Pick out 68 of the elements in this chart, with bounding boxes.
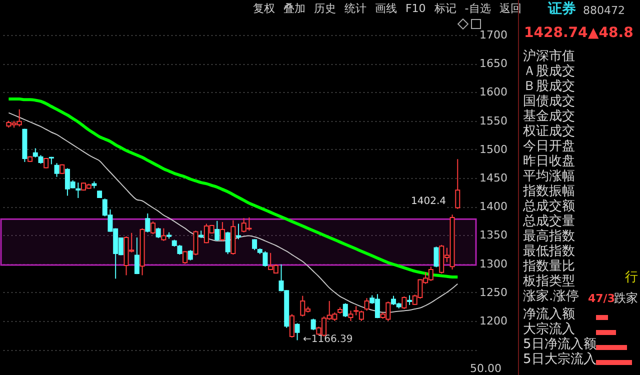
candlestick bbox=[342, 302, 348, 318]
y-tick-label: 1400 bbox=[479, 200, 508, 214]
text: 平均涨幅 bbox=[523, 169, 575, 184]
text: 大宗流入 bbox=[523, 322, 575, 337]
text: 权证成交 bbox=[523, 124, 575, 139]
candlestick bbox=[214, 220, 220, 242]
y-tick-label: 1600 bbox=[479, 86, 508, 99]
text: 1428.74 bbox=[524, 25, 588, 41]
y-tick-label: 1700 bbox=[479, 28, 508, 42]
candlestick bbox=[220, 222, 225, 242]
text: 基金成交 bbox=[523, 109, 575, 124]
text: Ｂ股成交 bbox=[523, 79, 575, 94]
candlestick bbox=[145, 212, 150, 233]
y-tick-label: 1450 bbox=[479, 171, 508, 184]
candlestick bbox=[188, 250, 193, 261]
candlestick bbox=[225, 231, 230, 255]
candlestick bbox=[348, 310, 354, 322]
text: 50.00 bbox=[470, 362, 502, 375]
text: 涨家.涨停 bbox=[523, 289, 580, 304]
text: 行 bbox=[625, 270, 638, 285]
text: 国债成交 bbox=[523, 94, 575, 109]
candlestick bbox=[310, 318, 316, 331]
y-tick-label: 1300 bbox=[479, 257, 508, 270]
candlestick bbox=[434, 246, 439, 268]
candlestick bbox=[364, 298, 370, 312]
candlestick bbox=[134, 236, 140, 275]
text: 5日大宗流入 bbox=[523, 352, 596, 367]
text: 板指类型 bbox=[523, 274, 575, 289]
text: 跌家 bbox=[614, 291, 638, 305]
text: 沪深市值 bbox=[523, 49, 575, 64]
candlestick bbox=[182, 250, 188, 264]
candlestick bbox=[402, 296, 407, 310]
candlestick bbox=[407, 294, 412, 306]
text: 47/3 bbox=[588, 292, 615, 305]
text: 指数振幅 bbox=[523, 184, 575, 199]
annotation: ←1166.39 bbox=[303, 334, 353, 345]
y-tick-label: 1550 bbox=[479, 114, 508, 128]
text: 5日净流入额 bbox=[523, 337, 596, 352]
candlestick bbox=[54, 162, 60, 178]
candlestick bbox=[161, 228, 166, 242]
candlestick bbox=[193, 230, 198, 256]
candlestick bbox=[294, 322, 300, 341]
candlestick bbox=[156, 227, 161, 239]
annotation: 1402.4 bbox=[410, 196, 447, 208]
text: 880472 bbox=[583, 4, 625, 17]
text: 总成交量 bbox=[523, 214, 575, 229]
text: 证券 bbox=[548, 1, 576, 17]
y-tick-label: 1200 bbox=[479, 314, 508, 328]
y-tick-label: 1650 bbox=[479, 57, 508, 70]
text: 昨日收盘 bbox=[523, 154, 575, 169]
text: 最低指数 bbox=[523, 244, 575, 259]
candlestick bbox=[252, 238, 258, 251]
text: 最高指数 bbox=[523, 229, 575, 244]
candlestick bbox=[76, 182, 81, 199]
candlestick bbox=[236, 223, 241, 240]
candlestick bbox=[150, 220, 156, 235]
text: 净流入额 bbox=[523, 307, 575, 322]
text: 今日开盘 bbox=[523, 139, 575, 154]
text: 指数量比 bbox=[523, 259, 575, 274]
text: 总成交额 bbox=[523, 199, 575, 214]
candlestick bbox=[455, 158, 460, 210]
y-tick-label: 1250 bbox=[479, 286, 508, 299]
text: Ａ股成交 bbox=[523, 64, 575, 79]
text: ▲48.8 bbox=[588, 25, 634, 41]
text: 复权 叠加 历史 统计 画线 F10 标记 -自选 返回 bbox=[253, 2, 522, 15]
y-tick-label: 1350 bbox=[479, 228, 508, 242]
y-tick-label: 1500 bbox=[479, 142, 508, 156]
candlestick bbox=[289, 314, 294, 338]
